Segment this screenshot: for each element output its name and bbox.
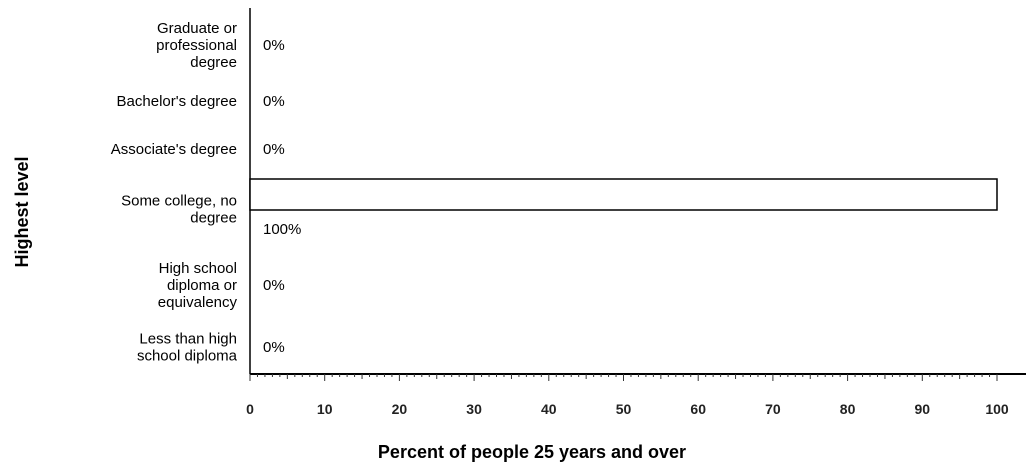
x-tick-label-40: 40 [541,401,557,417]
category-label-line: Less than high [139,331,237,348]
bar-3 [249,178,998,211]
x-tick-label-70: 70 [765,401,781,417]
category-label-line: equivalency [158,294,238,311]
category-label-2: Associate's degree [111,141,237,158]
category-label-3: Some college, no degree [121,193,237,227]
data-label-1: 0% [263,93,285,110]
category-label-line: Some college, no [121,193,237,210]
x-tick-label-10: 10 [317,401,333,417]
category-label-line: Graduate or [157,20,237,37]
y-axis-title: Highest level [12,156,32,267]
category-label-line: professional [156,37,237,54]
x-tick-label-50: 50 [616,401,632,417]
x-tick-label-90: 90 [915,401,931,417]
x-ticks-group: 0 10 20 30 40 50 60 70 80 90 100 [246,374,1009,417]
x-tick-label-20: 20 [392,401,408,417]
category-label-1: Bachelor's degree [117,93,237,110]
bars-group [249,178,998,211]
category-label-5: Less than high school diploma [137,331,238,365]
category-label-line: Associate's degree [111,141,237,158]
data-label-5: 0% [263,339,285,356]
y-axis-title-group: Highest level [12,156,32,267]
category-label-line: degree [190,210,237,227]
category-labels-group: Graduate or professional degreeBachelor's … [111,20,238,365]
data-label-2: 0% [263,141,285,158]
x-tick-label-80: 80 [840,401,856,417]
category-label-0: Graduate or professional degree [156,20,237,71]
data-label-4: 0% [263,277,285,294]
data-labels-group: 0% 0% 0% 100% 0% 0% [263,37,301,356]
category-label-line: Bachelor's degree [117,93,237,110]
x-tick-label-30: 30 [466,401,482,417]
category-label-line: degree [190,54,237,71]
x-tick-label-0: 0 [246,401,254,417]
data-label-3: 100% [263,221,301,238]
x-tick-label-100: 100 [985,401,1009,417]
category-label-4: High school diploma or equivalency [158,260,238,311]
x-axis-title: Percent of people 25 years and over [378,442,686,462]
x-tick-label-60: 60 [690,401,706,417]
category-label-line: school diploma [137,348,238,365]
data-label-0: 0% [263,37,285,54]
category-label-line: diploma or [167,277,237,294]
category-label-line: High school [159,260,237,277]
